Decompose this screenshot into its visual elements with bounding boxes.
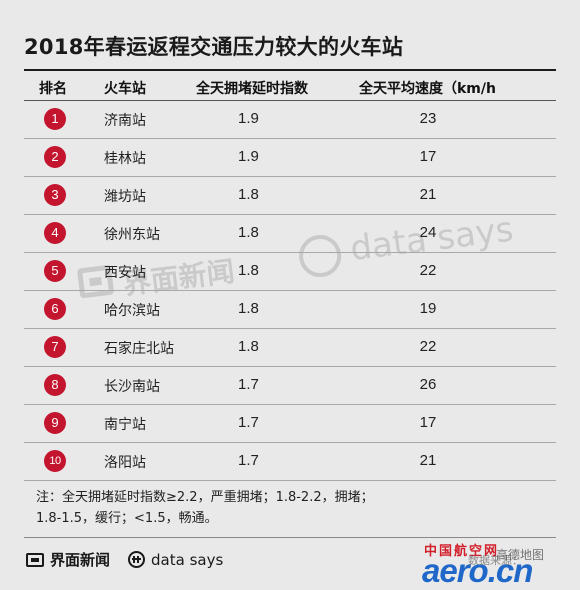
table-row: 3 潍坊站 1.8 21 <box>24 177 556 215</box>
table-body: 1 济南站 1.9 23 2 桂林站 1.9 17 3 潍坊站 1.8 21 4… <box>24 101 556 481</box>
table-row: 4 徐州东站 1.8 24 <box>24 215 556 253</box>
station-name: 石家庄北站 <box>104 341 174 357</box>
aero-cn-stamp: 中国航空网 aero.cn 数据来源： 高德地图 <box>408 540 578 589</box>
header-station: 火车站 <box>104 81 146 97</box>
delay-index: 1.7 <box>238 414 259 431</box>
table-row: 8 长沙南站 1.7 26 <box>24 367 556 405</box>
footnote: 注：全天拥堵延时指数≥2.2，严重拥堵；1.8-2.2，拥堵； 1.8-1.5，… <box>36 487 456 529</box>
table-row: 1 济南站 1.9 23 <box>24 101 556 139</box>
station-name: 西安站 <box>104 265 146 281</box>
rank-badge: 8 <box>44 374 66 396</box>
header-rule <box>24 100 556 101</box>
avg-speed: 21 <box>419 452 437 469</box>
station-name: 济南站 <box>104 113 146 129</box>
station-name: 长沙南站 <box>104 379 160 395</box>
avg-speed: 19 <box>419 300 437 317</box>
delay-index: 1.9 <box>238 148 259 165</box>
station-name: 潍坊站 <box>104 189 146 205</box>
header-rank: 排名 <box>39 81 67 97</box>
aero-cn-chinese: 中国航空网 <box>424 544 500 559</box>
bottom-rule <box>24 537 556 538</box>
station-name: 哈尔滨站 <box>104 303 160 319</box>
chart-title: 2018年春运返程交通压力较大的火车站 <box>24 35 404 59</box>
avg-speed: 24 <box>419 224 437 241</box>
delay-index: 1.7 <box>238 376 259 393</box>
avg-speed: 17 <box>419 414 437 431</box>
rank-badge: 3 <box>44 184 66 206</box>
top-rule <box>24 69 556 71</box>
rank-badge: 2 <box>44 146 66 168</box>
footer-branding: 界面新闻 data says <box>26 549 223 570</box>
rank-badge: 6 <box>44 298 66 320</box>
footer-brand-text: 界面新闻 <box>50 551 111 569</box>
station-name: 洛阳站 <box>104 455 146 471</box>
delay-index: 1.9 <box>238 110 259 127</box>
rank-badge: 7 <box>44 336 66 358</box>
jiemian-logo-icon <box>26 552 44 567</box>
table-row: 2 桂林站 1.9 17 <box>24 139 556 177</box>
table-row: 5 西安站 1.8 22 <box>24 253 556 291</box>
avg-speed: 21 <box>419 186 437 203</box>
delay-index: 1.8 <box>238 300 259 317</box>
aero-source-overlay: 高德地图 <box>496 548 545 562</box>
footnote-line-2: 1.8-1.5，缓行；<1.5，畅通。 <box>36 511 218 526</box>
footnote-line-1: 注：全天拥堵延时指数≥2.2，严重拥堵；1.8-2.2，拥堵； <box>36 490 374 505</box>
rank-badge: 4 <box>44 222 66 244</box>
table-row: 9 南宁站 1.7 17 <box>24 405 556 443</box>
table-header: 排名 火车站 全天拥堵延时指数 全天平均速度（km/h <box>24 76 556 100</box>
datasays-logo-icon <box>128 551 146 568</box>
rank-badge: 1 <box>44 108 66 130</box>
aero-source-label: 数据来源： <box>468 554 523 567</box>
rank-badge: 9 <box>44 412 66 434</box>
station-name: 桂林站 <box>104 151 146 167</box>
table-row: 10 洛阳站 1.7 21 <box>24 443 556 481</box>
avg-speed: 26 <box>419 376 437 393</box>
avg-speed: 23 <box>419 110 437 127</box>
footer-datasays-text: data says <box>151 550 224 569</box>
station-name: 南宁站 <box>104 417 146 433</box>
avg-speed: 17 <box>419 148 437 165</box>
rank-badge: 10 <box>44 450 66 472</box>
avg-speed: 22 <box>419 262 437 279</box>
header-index: 全天拥堵延时指数 <box>196 81 308 97</box>
table-row: 6 哈尔滨站 1.8 19 <box>24 291 556 329</box>
delay-index: 1.8 <box>238 338 259 355</box>
aero-cn-wordmark: aero.cn <box>422 552 533 589</box>
rank-badge: 5 <box>44 260 66 282</box>
table-row: 7 石家庄北站 1.8 22 <box>24 329 556 367</box>
header-speed: 全天平均速度（km/h <box>359 81 496 97</box>
avg-speed: 22 <box>419 338 437 355</box>
delay-index: 1.8 <box>238 224 259 241</box>
delay-index: 1.8 <box>238 262 259 279</box>
delay-index: 1.7 <box>238 452 259 469</box>
delay-index: 1.8 <box>238 186 259 203</box>
station-name: 徐州东站 <box>104 227 160 243</box>
